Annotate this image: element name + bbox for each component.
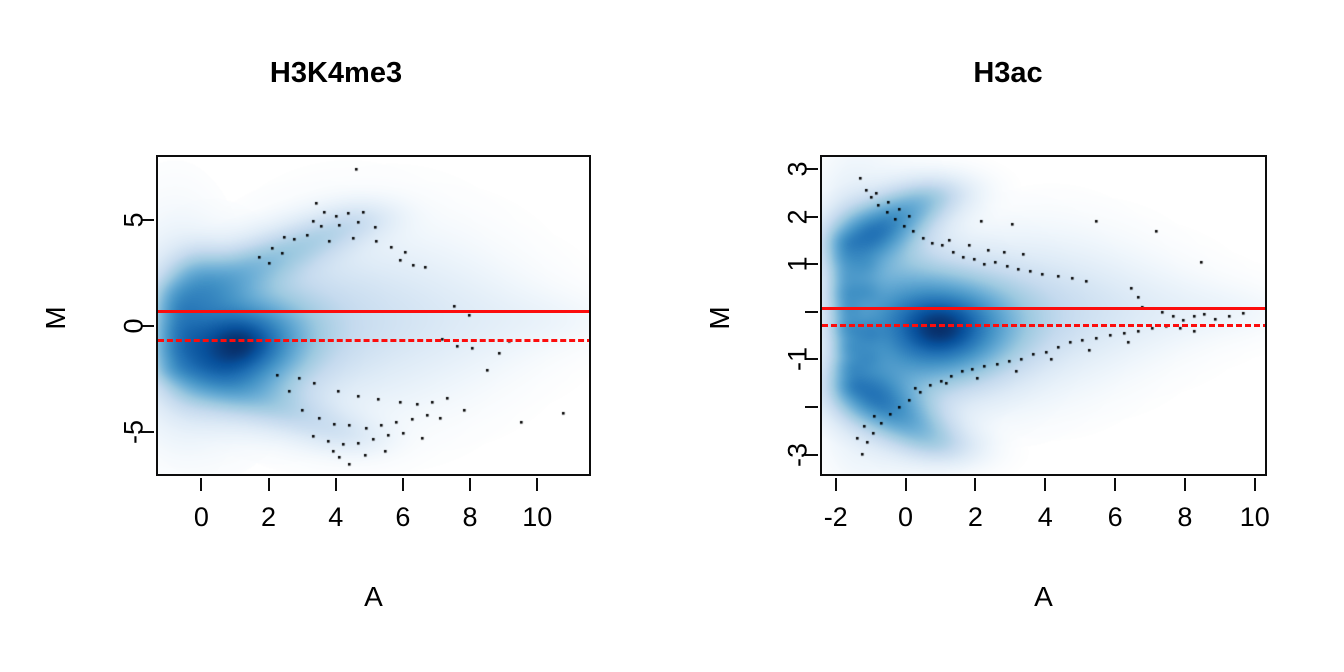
x-axis-tick xyxy=(1044,478,1047,491)
tick-label: -5 xyxy=(118,419,149,444)
y-axis-tick xyxy=(805,168,818,171)
solid-reference-line xyxy=(822,306,1265,310)
density-cloud xyxy=(158,157,589,474)
x-axis-tick xyxy=(904,478,907,491)
tick-label: 8 xyxy=(1177,502,1193,532)
y-axis-tick xyxy=(805,453,818,456)
dashed-reference-line xyxy=(822,323,1265,327)
tick-label: 4 xyxy=(328,502,344,532)
x-axis-title: A xyxy=(1034,581,1053,612)
x-axis-tick xyxy=(536,478,539,491)
x-axis-tick xyxy=(1183,478,1186,491)
tick-label: 5 xyxy=(118,212,149,228)
x-axis-tick xyxy=(401,478,404,491)
tick-label: 0 xyxy=(118,318,149,334)
y-axis-title: M xyxy=(40,305,71,330)
tick-label: 1 xyxy=(782,256,813,272)
tick-label: 2 xyxy=(967,502,983,532)
tick-label: 8 xyxy=(462,502,478,532)
x-axis-tick xyxy=(834,478,837,491)
y-axis-tick xyxy=(805,215,818,218)
y-axis-tick xyxy=(805,358,818,361)
tick-label: 10 xyxy=(1239,502,1270,532)
density-cloud xyxy=(822,157,1265,474)
panel-title: H3K4me3 xyxy=(269,57,403,89)
tick-label: 4 xyxy=(1037,502,1053,532)
tick-label: 6 xyxy=(395,502,411,532)
y-axis-tick xyxy=(805,263,818,266)
y-axis-tick xyxy=(141,325,154,328)
panel-h3k4me3: H3K4me3 A M 0 2 4 6 8 10 -5 0 5 xyxy=(40,57,591,612)
plot-area xyxy=(820,155,1267,476)
tick-label: -3 xyxy=(782,442,813,467)
y-axis-title: M xyxy=(704,305,735,330)
dashed-reference-line xyxy=(158,339,589,343)
y-axis-tick xyxy=(805,406,818,409)
y-axis-tick xyxy=(141,219,154,222)
tick-label: 0 xyxy=(898,502,914,532)
x-axis-tick xyxy=(267,478,270,491)
y-axis-tick xyxy=(805,310,818,313)
x-axis-tick xyxy=(469,478,472,491)
tick-label: 10 xyxy=(522,502,553,532)
panel-h3ac: H3ac A M -2 0 2 4 6 8 10 -3 -1 1 2 3 xyxy=(672,0,1344,672)
x-axis-tick xyxy=(1253,478,1256,491)
tick-label: 2 xyxy=(782,209,813,225)
solid-reference-line xyxy=(158,309,589,313)
x-axis-tick xyxy=(1114,478,1117,491)
tick-label: -1 xyxy=(782,347,813,372)
x-axis-tick xyxy=(334,478,337,491)
x-axis-tick xyxy=(974,478,977,491)
tick-label: -2 xyxy=(823,502,848,532)
tick-label: 0 xyxy=(193,502,209,532)
x-axis-title: A xyxy=(364,581,383,612)
tick-label: 2 xyxy=(261,502,277,532)
panel-title: H3ac xyxy=(973,57,1043,89)
x-axis-tick xyxy=(200,478,203,491)
tick-label: 6 xyxy=(1107,502,1123,532)
y-axis-tick xyxy=(141,430,154,433)
plot-area xyxy=(156,155,591,476)
tick-label: 3 xyxy=(782,161,813,177)
